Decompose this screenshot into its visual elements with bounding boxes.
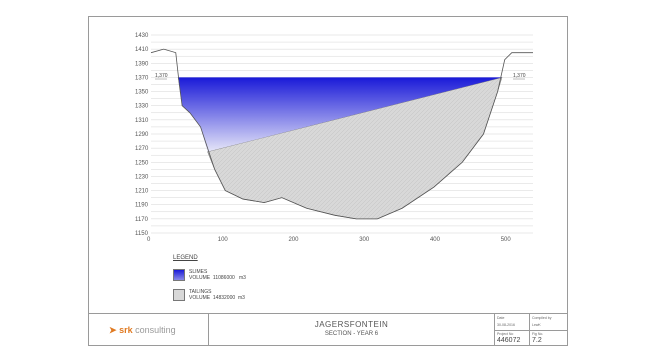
x-tick-label: 500 [501, 237, 512, 243]
project-no-label: Project No [497, 332, 514, 336]
y-tick-label: 1210 [135, 189, 149, 195]
elevation-label-left: 1,370 [155, 73, 168, 79]
legend-label-tailings: TAILINGS [189, 289, 212, 295]
project-no-value: 446072 [497, 337, 521, 344]
company-logo: ➤ srk consulting [109, 325, 176, 335]
legend-volume-tailings: VOLUME 14832000 m3 [189, 295, 245, 301]
compiled-by-label: Compiled by [532, 316, 552, 320]
y-axis-ticks: 1430 1410 1390 1370 1350 1330 1310 1290 1270 1250… [135, 33, 149, 237]
elevation-label-right: 1,370 [513, 73, 526, 79]
section-drawing: 1430 1410 1390 1370 1350 1330 1310 1290 1270 1250… [135, 33, 533, 243]
legend-title: LEGEND [173, 255, 198, 261]
fig-no-value: 7.2 [532, 337, 542, 344]
x-tick-label: 200 [288, 237, 299, 243]
y-tick-label: 1350 [135, 90, 149, 96]
drawing-title: SECTION - YEAR 6 [324, 331, 379, 337]
y-tick-label: 1310 [135, 118, 149, 124]
y-tick-label: 1430 [135, 33, 149, 39]
drawing-sheet: 1430 1410 1390 1370 1350 1330 1310 1290 1270 1250… [88, 16, 568, 346]
title-block-meta-cell: Date 30-08-2016 Compiled by LewK Project… [495, 314, 567, 346]
y-tick-label: 1410 [135, 47, 149, 53]
y-tick-label: 1330 [135, 104, 149, 110]
title-block-project-cell: JAGERSFONTEIN SECTION - YEAR 6 [209, 314, 495, 346]
x-tick-label: 0 [147, 237, 151, 243]
x-tick-label: 300 [359, 237, 370, 243]
y-tick-label: 1390 [135, 61, 149, 67]
y-tick-label: 1150 [135, 231, 149, 237]
title-block: ➤ srk consulting JAGERSFONTEIN SECTION -… [89, 313, 567, 346]
y-tick-label: 1290 [135, 132, 149, 138]
ground-profile-line [150, 48, 533, 220]
y-tick-label: 1190 [135, 203, 149, 209]
legend: LEGEND SLIMES VOLUME 11086000 m3 TAILING… [173, 255, 373, 325]
slimes-area [177, 77, 502, 152]
y-tick-label: 1370 [135, 75, 149, 81]
y-tick-label: 1230 [135, 174, 149, 180]
y-tick-label: 1270 [135, 146, 149, 152]
date-value: 30-08-2016 [497, 323, 515, 327]
y-tick-label: 1170 [135, 217, 149, 223]
project-name: JAGERSFONTEIN [314, 320, 389, 329]
compiled-by-value: LewK [532, 323, 541, 327]
legend-swatch-slimes [173, 269, 185, 281]
legend-label-slimes: SLIMES [189, 269, 208, 275]
date-label: Date [497, 316, 505, 320]
title-block-logo-cell: ➤ srk consulting [89, 314, 209, 346]
y-tick-label: 1250 [135, 160, 149, 166]
fig-no-label: Fig No. [532, 332, 544, 336]
x-axis-ticks: 0 100 200 300 400 500 [147, 237, 511, 243]
legend-volume-slimes: VOLUME 11086000 m3 [189, 275, 246, 281]
legend-swatch-tailings [173, 289, 185, 301]
x-tick-label: 100 [218, 237, 229, 243]
x-tick-label: 400 [430, 237, 441, 243]
